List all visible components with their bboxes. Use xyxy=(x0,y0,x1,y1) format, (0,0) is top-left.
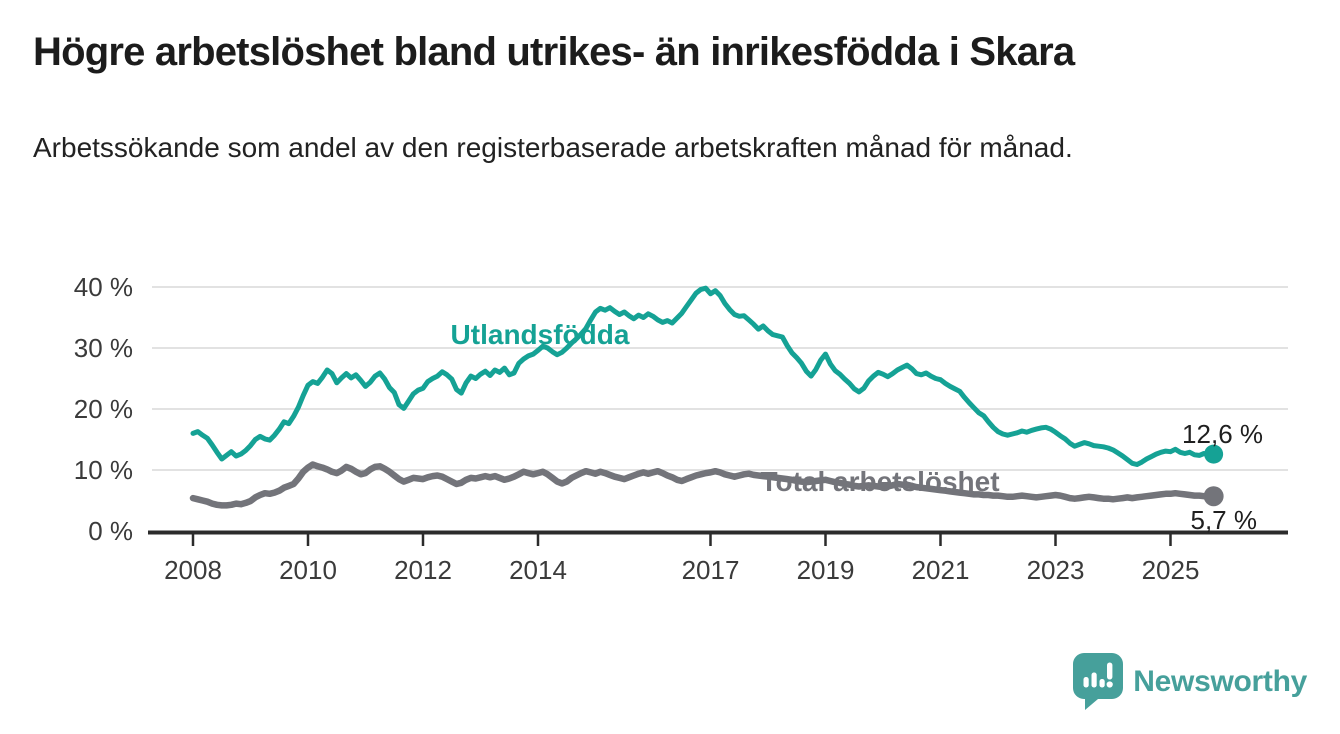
x-axis-tick-label-2025: 2025 xyxy=(1142,555,1200,585)
y-axis-tick-label-10: 10 % xyxy=(74,455,133,485)
speech-bubble-shape xyxy=(1073,653,1124,710)
series-line-0 xyxy=(190,285,1217,467)
bar-chart-glyph xyxy=(1083,662,1114,688)
series-label-1: Total arbetslöshet xyxy=(760,466,999,497)
branding: Newsworthy xyxy=(1073,653,1307,711)
x-axis-tick-label-2017: 2017 xyxy=(682,555,740,585)
series-end-value-label-0: 12,6 % xyxy=(1182,419,1263,449)
y-axis-tick-label-0: 0 % xyxy=(88,516,133,546)
series-end-dot-0 xyxy=(1204,444,1224,464)
series-end-value-label-1: 5,7 % xyxy=(1191,505,1258,535)
y-axis-tick-label-30: 30 % xyxy=(74,333,133,363)
chart-subtitle: Arbetssökande som andel av den registerb… xyxy=(33,132,1073,163)
series-end-dot-1 xyxy=(1203,486,1224,507)
x-axis-tick-label-2012: 2012 xyxy=(394,555,452,585)
x-axis-tick-label-2014: 2014 xyxy=(509,555,567,585)
x-axis-tick-label-2019: 2019 xyxy=(797,555,855,585)
x-axis-tick-label-2008: 2008 xyxy=(164,555,222,585)
series-label-0: Utlandsfödda xyxy=(451,319,630,350)
y-axis-tick-label-40: 40 % xyxy=(74,272,133,302)
x-axis-tick-label-2021: 2021 xyxy=(912,555,970,585)
series-line-1 xyxy=(189,461,1217,509)
newsworthy-logo-text: Newsworthy xyxy=(1133,665,1307,698)
x-axis-tick-label-2010: 2010 xyxy=(279,555,337,585)
x-axis-tick-label-2023: 2023 xyxy=(1027,555,1085,585)
newsworthy-logo-icon xyxy=(1073,653,1124,710)
y-axis-tick-label-20: 20 % xyxy=(74,394,133,424)
chart-title: Högre arbetslöshet bland utrikes- än inr… xyxy=(33,30,1075,74)
